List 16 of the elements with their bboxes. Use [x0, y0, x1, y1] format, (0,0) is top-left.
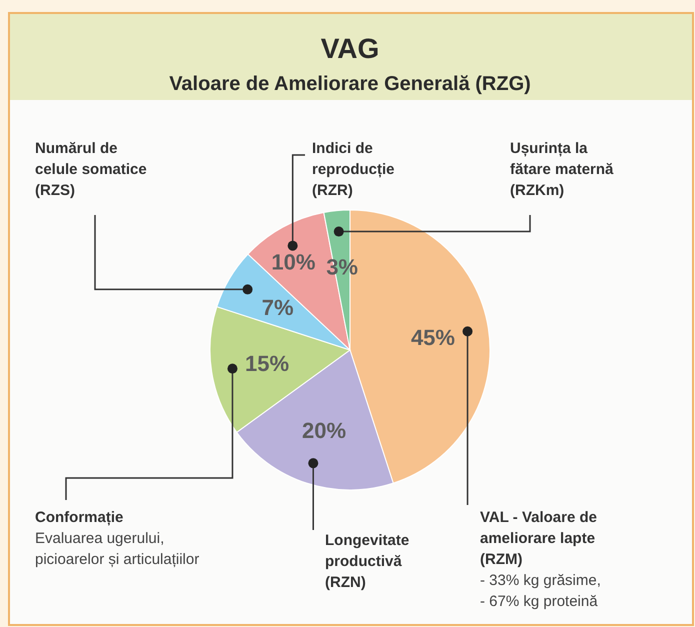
data-label: 45%	[410, 324, 455, 350]
data-label: 10%	[271, 250, 316, 275]
text: - 33% kg grăsime, - 67% kg proteină	[480, 572, 601, 610]
text: Evaluarea ugerului, picioarelor și articulațiilor	[35, 530, 200, 568]
slice-label: Conformație	[35, 509, 124, 526]
slice-label: Indici de reproducție (RZR)	[312, 140, 395, 199]
chart-title: VAG	[320, 33, 380, 64]
slice-label: Numărul de celule somatice (RZS)	[35, 140, 147, 199]
data-label: 20%	[302, 418, 346, 443]
data-label: 7%	[262, 295, 294, 320]
slice-label: Ușurința la fătare maternă (RZKm)	[510, 140, 614, 199]
data-label: 15%	[245, 351, 290, 376]
slice-label: VAL - Valoare de ameliorare lapte (RZM)	[480, 509, 597, 568]
data-label: 3%	[326, 254, 358, 280]
slice-label: Longevitate productivă (RZN)	[325, 532, 410, 591]
chart-subtitle: Valoare de Ameliorare Generală (RZG)	[169, 73, 531, 95]
